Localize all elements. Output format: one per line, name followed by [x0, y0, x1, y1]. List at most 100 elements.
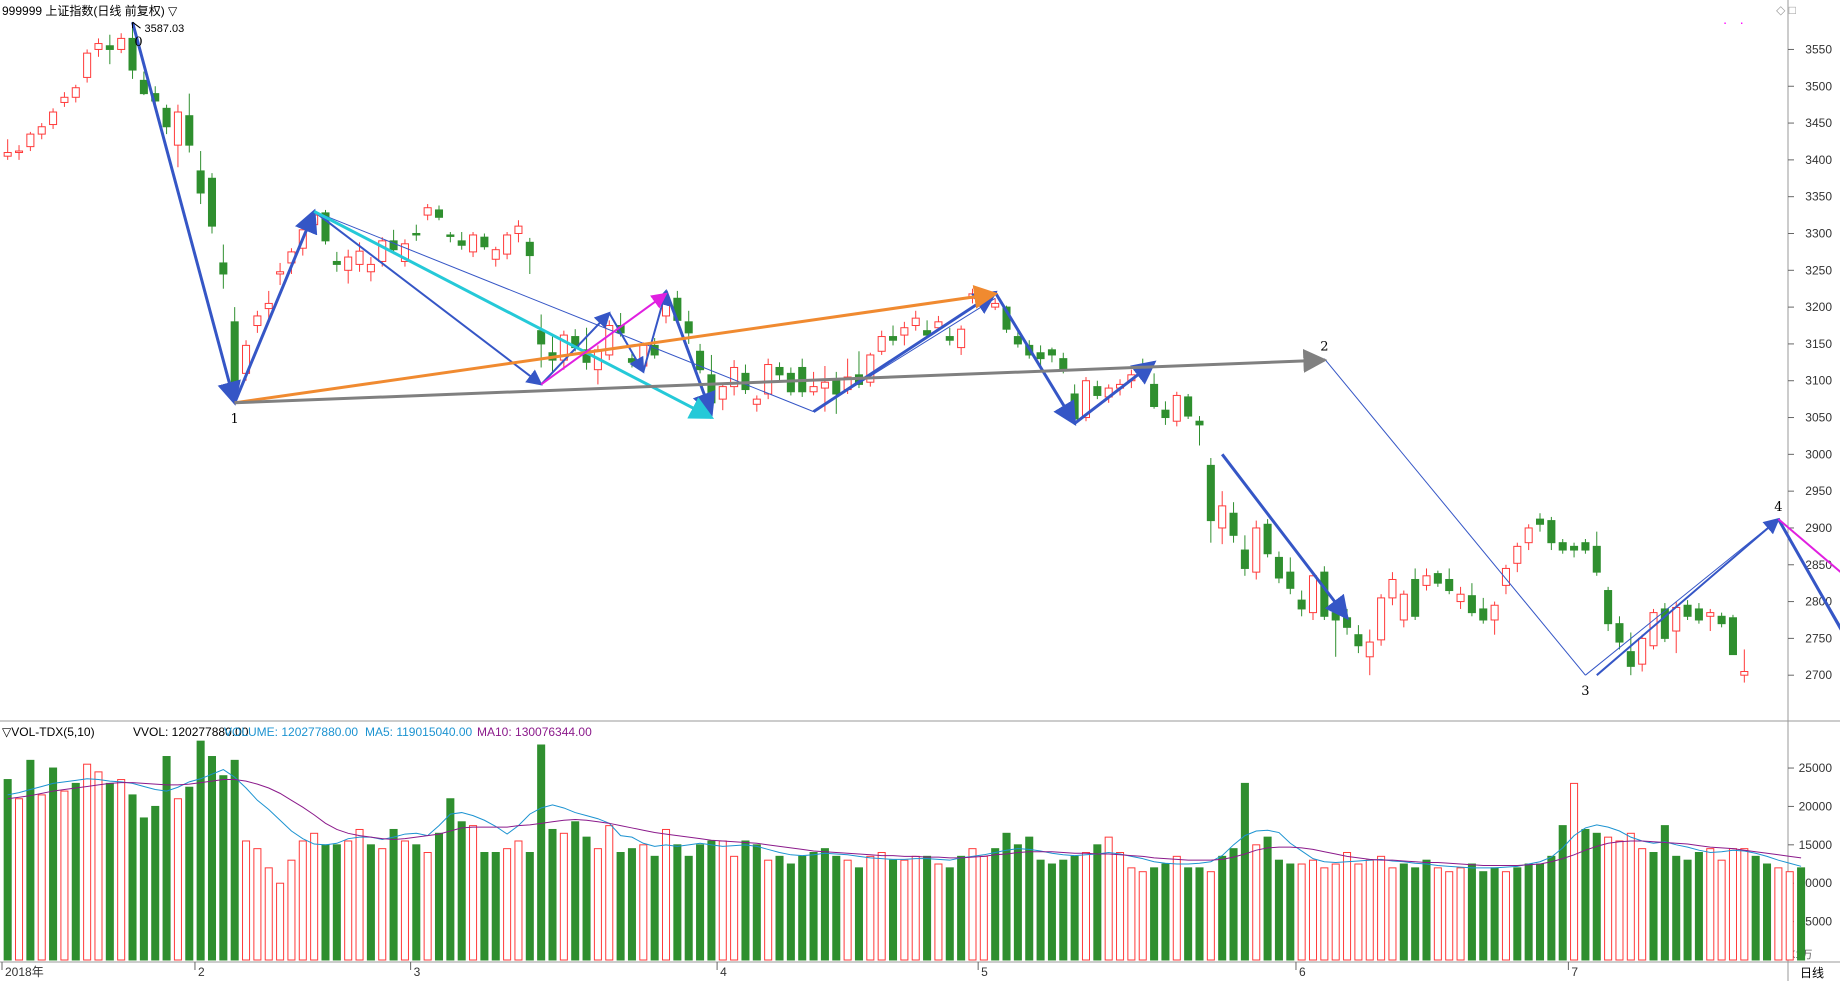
candle [1433, 570, 1442, 587]
volume-bar [480, 852, 489, 961]
candle-body [696, 350, 705, 371]
candle-body [1740, 671, 1749, 676]
candle-body [457, 240, 466, 246]
candle [1581, 539, 1590, 554]
volume-bar [1127, 867, 1136, 961]
volume-bar [889, 859, 898, 961]
volume-bar [1467, 863, 1476, 961]
restore-icon[interactable]: □ [1788, 3, 1796, 17]
candle-body [1150, 383, 1159, 407]
candle-body [1184, 396, 1193, 417]
gray-trendline [234, 348, 1328, 405]
volume-bar [923, 855, 932, 961]
volume-bar [26, 759, 35, 961]
candle-body [1581, 542, 1590, 551]
price-tick-label: 3300 [1805, 226, 1832, 240]
volume-bar [219, 775, 228, 961]
candle-body [1660, 608, 1669, 639]
candle [809, 371, 818, 396]
volume-bar [1399, 863, 1408, 961]
candle [434, 205, 444, 221]
volume-bar [1081, 852, 1091, 961]
volume-bar [730, 855, 739, 961]
candle [83, 49, 92, 83]
candle-body [83, 52, 92, 78]
volume-bar [707, 840, 716, 961]
candle-body [15, 150, 24, 154]
candle-body [1615, 623, 1624, 643]
candle-body [117, 37, 126, 50]
volume-bar [1422, 859, 1431, 961]
wave-arrow [608, 312, 645, 374]
volume-bar [310, 832, 319, 961]
volume-bar [548, 828, 557, 961]
volume-bar [264, 867, 273, 961]
candle [1445, 568, 1454, 595]
candle-body [820, 381, 829, 389]
price-tick-label: 3050 [1805, 411, 1832, 425]
candle [1195, 416, 1204, 446]
candle-body [945, 336, 954, 341]
volume-tick-label: 15000 [1799, 838, 1833, 852]
volume-bar [684, 855, 693, 961]
window-control-icons[interactable]: ◇ □ [1776, 3, 1796, 17]
volume-bar [1013, 844, 1022, 961]
candle-body [94, 43, 103, 50]
volume-bar [514, 840, 523, 961]
candle-body [537, 330, 546, 345]
volume-bar [1104, 836, 1113, 961]
volume-bar [491, 852, 500, 961]
vol-indicator-name[interactable]: ▽VOL-TDX(5,10) [2, 725, 95, 739]
wave-line [1323, 358, 1586, 676]
candle [1036, 345, 1045, 366]
candle [1592, 531, 1601, 576]
candle-body [49, 111, 58, 126]
candle-body [434, 209, 444, 218]
wave-arrow [233, 208, 318, 404]
candle-body [889, 336, 898, 341]
candle-body [1445, 578, 1454, 592]
volume-bar [389, 828, 398, 961]
candle [1456, 586, 1465, 609]
candle [503, 232, 512, 260]
candle [1535, 513, 1545, 532]
volume-bar [60, 790, 69, 961]
candle-body [1195, 420, 1204, 426]
volume-bar [1218, 855, 1227, 961]
candle [1388, 572, 1397, 606]
candle-body [525, 241, 534, 257]
wave-arrow [1596, 517, 1780, 676]
volume-bar [1286, 863, 1295, 961]
volume-tick-label: 25000 [1799, 761, 1833, 775]
ma5-line [7, 769, 1802, 869]
volume-bar [1660, 825, 1669, 961]
candle [37, 123, 46, 140]
candle [1490, 601, 1499, 635]
candle [1377, 594, 1386, 646]
volume-bar [503, 848, 512, 961]
candle [1706, 608, 1715, 632]
volume-bar [1059, 859, 1068, 961]
candle [866, 352, 875, 387]
candle [389, 229, 398, 255]
candle-body [1377, 597, 1386, 641]
volume-bar [1274, 859, 1283, 961]
candle-body [1433, 573, 1442, 584]
candle-body [1467, 595, 1476, 614]
orange-trendline [234, 284, 999, 405]
candle-body [253, 315, 262, 327]
candle [1161, 401, 1170, 425]
candle-body [219, 262, 228, 275]
volume-bar [957, 855, 966, 961]
wave-label: 0 [134, 35, 142, 50]
volume-bar [400, 840, 409, 961]
diamond-icon[interactable]: ◇ [1776, 3, 1786, 17]
candle [207, 173, 217, 234]
candle-body [1638, 637, 1647, 665]
candle-body [1706, 612, 1715, 617]
candle-body [866, 354, 875, 383]
wave-label: 3 [1581, 684, 1589, 699]
period-label[interactable]: 日线 [1800, 966, 1825, 980]
candle-body [1308, 575, 1318, 614]
